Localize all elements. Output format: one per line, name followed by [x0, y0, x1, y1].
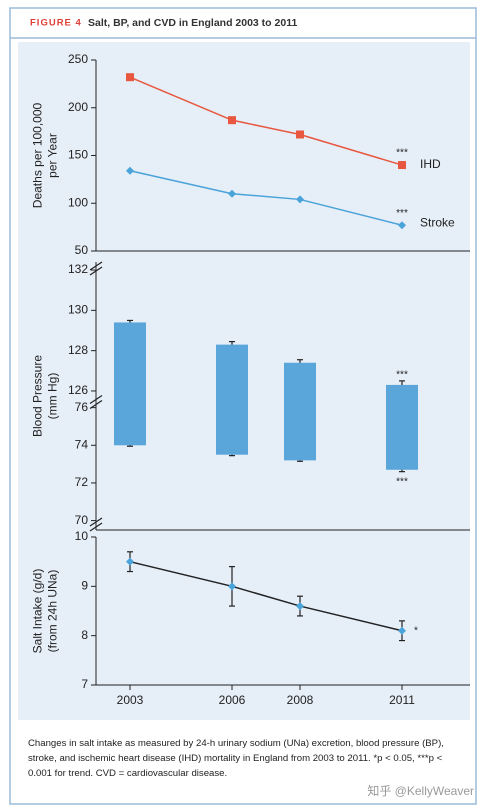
- axis-break: [89, 522, 103, 532]
- marker: [296, 602, 304, 611]
- annotation: ***: [396, 476, 408, 487]
- annotation: ***: [396, 148, 408, 159]
- legend-label: IHD: [420, 157, 441, 171]
- y-axis-label: Salt Intake (g/d): [31, 569, 45, 654]
- y-tick-label: 8: [81, 628, 88, 642]
- x-tick-label: 2011: [389, 693, 415, 707]
- y-tick-label: 250: [68, 52, 88, 66]
- y-tick-label: 9: [81, 579, 88, 593]
- marker: [296, 130, 304, 139]
- y-tick-label: 70: [75, 513, 89, 527]
- y-tick-label: 72: [75, 475, 89, 489]
- y-tick-label: 74: [75, 437, 89, 451]
- line: [129, 76, 403, 166]
- marker: [296, 195, 304, 204]
- annotation: ***: [396, 208, 408, 219]
- figure-label: FIGURE 4: [30, 18, 82, 29]
- y-tick-label: 7: [81, 677, 88, 691]
- x-tick-label: 2003: [117, 693, 144, 707]
- line: [129, 560, 403, 632]
- marker: [126, 166, 134, 175]
- marker: [228, 116, 236, 125]
- annotation: *: [414, 625, 418, 636]
- y-tick-label: 132: [68, 262, 88, 276]
- caption: Changes in salt intake as measured by 24…: [28, 738, 444, 779]
- annotation: ***: [396, 370, 408, 381]
- bar: [216, 344, 248, 455]
- marker: [398, 626, 406, 635]
- line: [129, 170, 403, 226]
- y-tick-label: 100: [68, 195, 88, 209]
- y-tick-label: 76: [75, 400, 89, 414]
- x-tick-label: 2008: [287, 693, 314, 707]
- legend-label: Stroke: [420, 215, 455, 229]
- y-tick-label: 200: [68, 100, 88, 114]
- y-tick-label: 10: [75, 529, 89, 543]
- y-axis-label: Blood Pressure: [31, 355, 45, 437]
- y-axis-label: per Year: [46, 133, 60, 178]
- marker: [228, 582, 236, 591]
- axis-break: [89, 261, 103, 271]
- y-axis-label: Deaths per 100,000: [31, 102, 45, 208]
- y-axis-label: (from 24h UNa): [46, 570, 60, 653]
- axis-break: [89, 395, 103, 404]
- bar: [284, 362, 316, 461]
- y-tick-label: 50: [75, 243, 89, 257]
- x-tick-label: 2006: [219, 693, 246, 707]
- y-tick-label: 126: [68, 383, 88, 397]
- axis-break: [89, 266, 103, 276]
- y-tick-label: 130: [68, 303, 88, 317]
- y-tick-label: 150: [68, 148, 88, 162]
- figure-title: Salt, BP, and CVD in England 2003 to 201…: [88, 17, 297, 29]
- marker: [398, 161, 406, 170]
- axis-break: [89, 517, 103, 527]
- bar: [386, 384, 418, 470]
- marker: [126, 557, 134, 566]
- bar: [114, 322, 146, 446]
- y-tick-label: 128: [68, 343, 88, 357]
- marker: [126, 73, 134, 82]
- y-axis-label: (mm Hg): [46, 373, 60, 420]
- marker: [398, 221, 406, 230]
- marker: [228, 189, 236, 198]
- watermark: 知乎 @KellyWeaver: [367, 784, 474, 798]
